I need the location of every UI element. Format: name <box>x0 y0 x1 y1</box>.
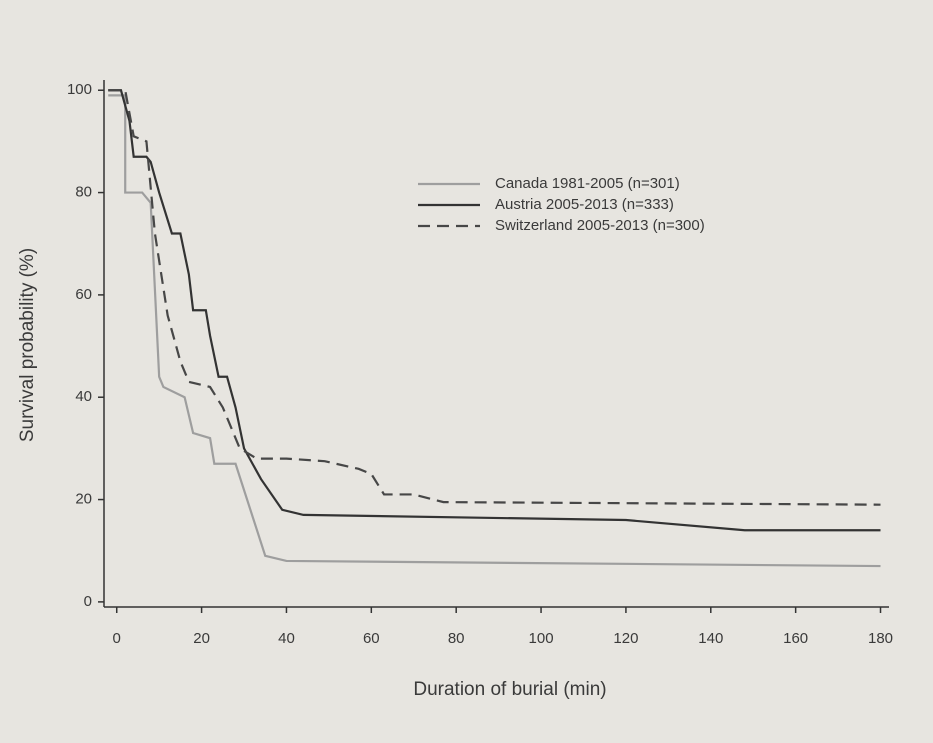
x-tick-label: 0 <box>113 630 121 647</box>
series-line <box>108 89 881 532</box>
y-tick-label: 60 <box>75 286 92 303</box>
legend-label: Austria 2005-2013 (n=333) <box>495 196 674 213</box>
x-tick-label: 80 <box>448 630 465 647</box>
y-tick-label: 80 <box>75 184 92 201</box>
x-tick-label: 120 <box>613 630 638 647</box>
x-tick-label: 140 <box>698 630 723 647</box>
x-tick-label: 100 <box>529 630 554 647</box>
y-tick-label: 20 <box>75 491 92 508</box>
legend-label: Canada 1981-2005 (n=301) <box>495 175 680 192</box>
series-line <box>108 94 881 568</box>
x-axis-label: Duration of burial (min) <box>413 679 606 700</box>
y-tick-label: 40 <box>75 388 92 405</box>
y-axis-label: Survival probability (%) <box>17 248 38 442</box>
x-tick-label: 20 <box>193 630 210 647</box>
series-line <box>108 89 881 506</box>
y-tick-label: 100 <box>67 81 92 98</box>
x-tick-label: 160 <box>783 630 808 647</box>
x-tick-label: 60 <box>363 630 380 647</box>
y-tick-label: 0 <box>84 593 92 610</box>
legend-label: Switzerland 2005-2013 (n=300) <box>495 217 705 234</box>
x-tick-label: 40 <box>278 630 295 647</box>
x-tick-label: 180 <box>868 630 893 647</box>
